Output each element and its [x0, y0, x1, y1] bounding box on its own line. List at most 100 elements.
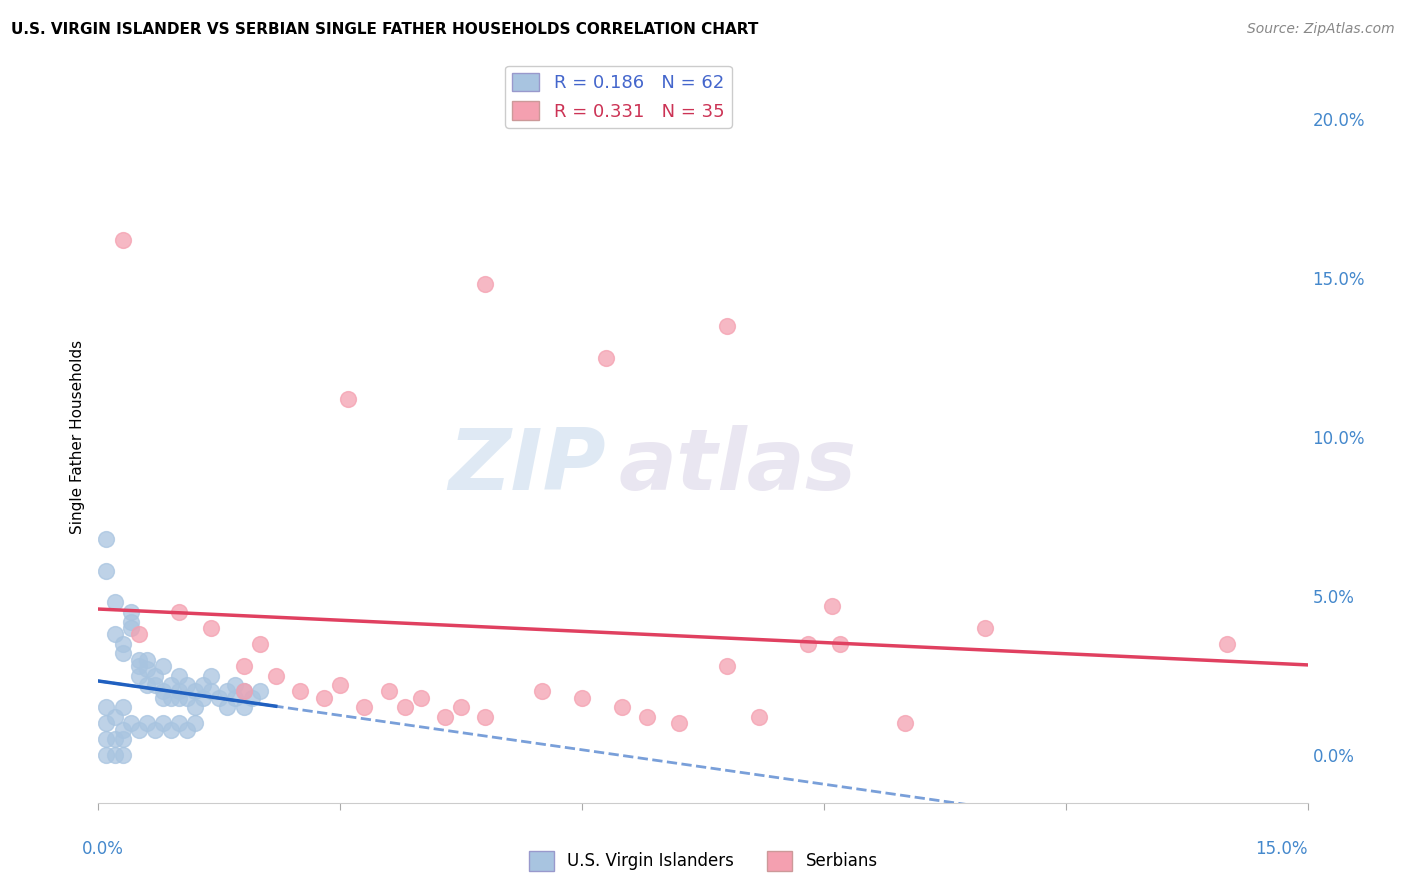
- Point: [224, 678, 246, 692]
- Point: [288, 684, 311, 698]
- Point: [128, 627, 150, 641]
- Point: [152, 690, 174, 705]
- Point: [193, 690, 215, 705]
- Point: [329, 678, 352, 692]
- Point: [612, 700, 634, 714]
- Point: [111, 723, 134, 737]
- Point: [96, 732, 118, 747]
- Point: [135, 678, 157, 692]
- Point: [111, 748, 134, 763]
- Point: [716, 318, 738, 333]
- Point: [143, 668, 166, 682]
- Point: [160, 678, 183, 692]
- Point: [128, 659, 150, 673]
- Point: [377, 684, 399, 698]
- Point: [232, 700, 254, 714]
- Point: [208, 690, 231, 705]
- Point: [893, 716, 915, 731]
- Point: [167, 716, 190, 731]
- Point: [176, 690, 198, 705]
- Y-axis label: Single Father Households: Single Father Households: [69, 340, 84, 534]
- Point: [120, 621, 142, 635]
- Point: [103, 595, 125, 609]
- Point: [128, 723, 150, 737]
- Point: [409, 690, 432, 705]
- Text: U.S. VIRGIN ISLANDER VS SERBIAN SINGLE FATHER HOUSEHOLDS CORRELATION CHART: U.S. VIRGIN ISLANDER VS SERBIAN SINGLE F…: [11, 22, 759, 37]
- Point: [200, 684, 222, 698]
- Point: [103, 710, 125, 724]
- Point: [160, 723, 183, 737]
- Point: [111, 732, 134, 747]
- Point: [176, 723, 198, 737]
- Point: [450, 700, 472, 714]
- Point: [184, 716, 207, 731]
- Point: [152, 716, 174, 731]
- Point: [111, 700, 134, 714]
- Point: [167, 684, 190, 698]
- Point: [474, 710, 496, 724]
- Point: [111, 233, 134, 247]
- Point: [135, 716, 157, 731]
- Point: [143, 723, 166, 737]
- Text: Source: ZipAtlas.com: Source: ZipAtlas.com: [1247, 22, 1395, 37]
- Point: [152, 684, 174, 698]
- Point: [96, 700, 118, 714]
- Point: [128, 668, 150, 682]
- Point: [103, 732, 125, 747]
- Point: [143, 678, 166, 692]
- Point: [530, 684, 553, 698]
- Point: [821, 599, 844, 613]
- Point: [974, 621, 997, 635]
- Point: [353, 700, 375, 714]
- Point: [135, 653, 157, 667]
- Point: [434, 710, 457, 724]
- Point: [176, 678, 198, 692]
- Point: [103, 627, 125, 641]
- Point: [797, 637, 820, 651]
- Point: [314, 690, 336, 705]
- Point: [668, 716, 690, 731]
- Point: [193, 678, 215, 692]
- Point: [249, 637, 271, 651]
- Text: ZIP: ZIP: [449, 425, 606, 508]
- Text: atlas: atlas: [619, 425, 856, 508]
- Point: [748, 710, 770, 724]
- Point: [152, 659, 174, 673]
- Point: [167, 605, 190, 619]
- Point: [96, 716, 118, 731]
- Point: [337, 392, 360, 406]
- Point: [200, 621, 222, 635]
- Point: [224, 690, 246, 705]
- Point: [120, 615, 142, 629]
- Point: [636, 710, 658, 724]
- Point: [595, 351, 617, 365]
- Point: [716, 659, 738, 673]
- Point: [167, 690, 190, 705]
- Point: [167, 668, 190, 682]
- Point: [571, 690, 593, 705]
- Point: [184, 700, 207, 714]
- Legend: U.S. Virgin Islanders, Serbians: U.S. Virgin Islanders, Serbians: [522, 844, 884, 878]
- Point: [474, 277, 496, 292]
- Point: [103, 748, 125, 763]
- Point: [232, 684, 254, 698]
- Text: 15.0%: 15.0%: [1256, 840, 1308, 858]
- Point: [200, 668, 222, 682]
- Point: [232, 659, 254, 673]
- Point: [120, 716, 142, 731]
- Point: [111, 637, 134, 651]
- Point: [184, 684, 207, 698]
- Point: [232, 684, 254, 698]
- Point: [111, 646, 134, 660]
- Point: [240, 690, 263, 705]
- Legend: R = 0.186   N = 62, R = 0.331   N = 35: R = 0.186 N = 62, R = 0.331 N = 35: [505, 66, 731, 128]
- Point: [135, 662, 157, 676]
- Point: [264, 668, 287, 682]
- Point: [128, 653, 150, 667]
- Point: [160, 690, 183, 705]
- Point: [1216, 637, 1239, 651]
- Point: [217, 684, 239, 698]
- Point: [249, 684, 271, 698]
- Point: [394, 700, 416, 714]
- Text: 0.0%: 0.0%: [82, 840, 124, 858]
